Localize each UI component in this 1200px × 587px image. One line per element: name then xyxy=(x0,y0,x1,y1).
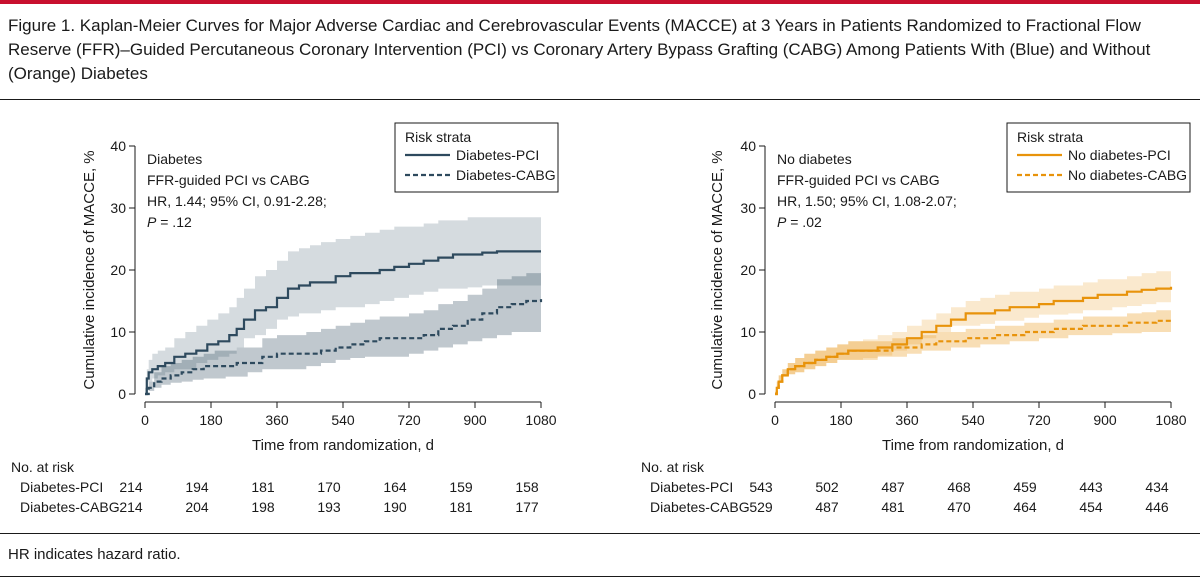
x-tick-label: 720 xyxy=(397,412,421,428)
x-tick-label: 540 xyxy=(961,412,985,428)
series-line-1 xyxy=(145,250,541,396)
x-tick-label: 0 xyxy=(771,412,779,428)
x-tick-label: 360 xyxy=(895,412,919,428)
legend-label-2: Diabetes-CABG xyxy=(456,167,556,183)
annotation-line: Diabetes xyxy=(147,151,202,167)
annotation-line: FFR-guided PCI vs CABG xyxy=(147,172,310,188)
y-tick-label: 0 xyxy=(748,386,756,402)
at-risk-value: 468 xyxy=(947,479,971,495)
annotation-line: FFR-guided PCI vs CABG xyxy=(777,172,940,188)
at-risk-value: 159 xyxy=(449,479,473,495)
at-risk-value: 181 xyxy=(449,499,473,515)
at-risk-value: 487 xyxy=(881,479,905,495)
y-tick-label: 0 xyxy=(118,386,126,402)
x-tick-label: 540 xyxy=(331,412,355,428)
legend-label-2: No diabetes-CABG xyxy=(1068,167,1187,183)
x-tick-label: 180 xyxy=(199,412,223,428)
x-tick-label: 180 xyxy=(829,412,853,428)
annotation-line: HR, 1.50; 95% CI, 1.08-2.07; xyxy=(777,193,957,209)
at-risk-value: 214 xyxy=(119,499,143,515)
y-tick-label: 20 xyxy=(740,262,756,278)
at-risk-value: 198 xyxy=(251,499,275,515)
at-risk-value: 434 xyxy=(1145,479,1169,495)
footnote: HR indicates hazard ratio. xyxy=(8,546,181,563)
p-value: = .02 xyxy=(786,214,822,230)
at-risk-value: 502 xyxy=(815,479,839,495)
x-tick-label: 360 xyxy=(265,412,289,428)
at-risk-header: No. at risk xyxy=(11,459,75,475)
y-tick-label: 20 xyxy=(110,262,126,278)
at-risk-value: 170 xyxy=(317,479,341,495)
legend-label-1: No diabetes-PCI xyxy=(1068,147,1171,163)
y-tick-label: 30 xyxy=(110,200,126,216)
y-tick-label: 10 xyxy=(110,324,126,340)
y-tick-label: 10 xyxy=(740,324,756,340)
bottom-divider xyxy=(0,576,1200,577)
legend-box xyxy=(1006,122,1191,193)
annotation-line: HR, 1.44; 95% CI, 0.91-2.28; xyxy=(147,193,327,209)
legend-label-1: Diabetes-PCI xyxy=(456,147,539,163)
at-risk-value: 214 xyxy=(119,479,143,495)
series-line-2 xyxy=(145,299,543,396)
at-risk-value: 193 xyxy=(317,499,341,515)
at-risk-value: 164 xyxy=(383,479,407,495)
at-risk-row-label: Diabetes-PCI xyxy=(20,479,103,495)
legend-title: Risk strata xyxy=(1017,129,1083,145)
y-axis-label: Cumulative incidence of MACCE, % xyxy=(81,150,98,389)
at-risk-value: 158 xyxy=(515,479,539,495)
y-axis-label: Cumulative incidence of MACCE, % xyxy=(709,150,726,389)
chart-panel-2: 0 10 20 30 40 0 180 360 540 720 900 1080 Time from r… xyxy=(641,122,1191,515)
at-risk-value: 481 xyxy=(881,499,905,515)
top-accent-bar xyxy=(0,0,1200,4)
at-risk-value: 181 xyxy=(251,479,275,495)
x-axis-label: Time from randomization, d xyxy=(882,437,1064,454)
at-risk-value: 190 xyxy=(383,499,407,515)
at-risk-value: 459 xyxy=(1013,479,1037,495)
x-tick-label: 0 xyxy=(141,412,149,428)
at-risk-value: 454 xyxy=(1079,499,1103,515)
at-risk-value: 470 xyxy=(947,499,971,515)
at-risk-value: 543 xyxy=(749,479,773,495)
p-value-text: P = .02 xyxy=(777,214,822,230)
x-tick-label: 1080 xyxy=(1155,412,1186,428)
at-risk-value: 194 xyxy=(185,479,209,495)
p-symbol: P xyxy=(777,214,787,230)
at-risk-value: 529 xyxy=(749,499,773,515)
x-tick-label: 900 xyxy=(463,412,487,428)
series-line-2 xyxy=(775,319,1173,396)
p-symbol: P xyxy=(147,214,157,230)
y-tick-label: 40 xyxy=(740,138,756,154)
at-risk-value: 446 xyxy=(1145,499,1169,515)
x-tick-label: 1080 xyxy=(525,412,556,428)
at-risk-row-label: Diabetes-CABG xyxy=(20,499,120,515)
p-value-text: P = .12 xyxy=(147,214,192,230)
chart-panel-1: 0 10 20 30 40 0 180 360 540 720 900 1080 Time from r… xyxy=(11,122,559,515)
legend-title: Risk strata xyxy=(405,129,471,145)
at-risk-header: No. at risk xyxy=(641,459,705,475)
annotation-line: No diabetes xyxy=(777,151,852,167)
at-risk-row-label: Diabetes-PCI xyxy=(650,479,733,495)
y-tick-label: 40 xyxy=(110,138,126,154)
y-tick-label: 30 xyxy=(740,200,756,216)
at-risk-value: 204 xyxy=(185,499,209,515)
table-divider xyxy=(0,533,1200,534)
at-risk-value: 443 xyxy=(1079,479,1103,495)
ci-band-1 xyxy=(145,217,541,394)
at-risk-value: 487 xyxy=(815,499,839,515)
at-risk-value: 177 xyxy=(515,499,539,515)
at-risk-value: 464 xyxy=(1013,499,1037,515)
p-value: = .12 xyxy=(156,214,192,230)
title-divider xyxy=(0,99,1200,100)
x-tick-label: 900 xyxy=(1093,412,1117,428)
figure-title: Figure 1. Kaplan-Meier Curves for Major … xyxy=(8,16,1151,83)
legend-box xyxy=(394,122,559,193)
x-axis-label: Time from randomization, d xyxy=(252,437,434,454)
x-tick-label: 720 xyxy=(1027,412,1051,428)
at-risk-row-label: Diabetes-CABG xyxy=(650,499,750,515)
